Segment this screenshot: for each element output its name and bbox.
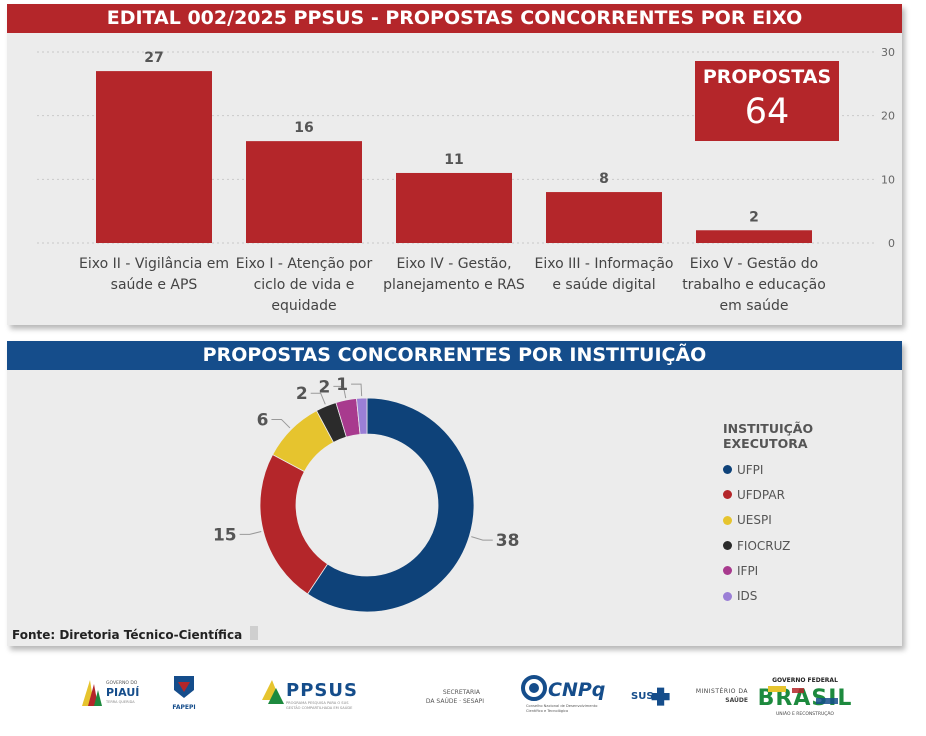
legend: INSTITUIÇÃO EXECUTORA UFPI UFDPAR UESPI FIO…	[723, 421, 898, 609]
svg-text:SAÚDE: SAÚDE	[725, 697, 748, 704]
cnpq-logo: CNPq Conselho Nacional de Desenvolviment…	[521, 675, 605, 713]
svg-text:GOVERNO FEDERAL: GOVERNO FEDERAL	[772, 677, 838, 684]
legend-item: IDS	[723, 583, 898, 608]
svg-text:SECRETARIA: SECRETARIA	[443, 689, 481, 696]
slice-value-label: 2	[296, 384, 308, 404]
ministerio-saude-logo: MINISTÉRIO DA SAÚDE	[696, 687, 749, 704]
bar-chart-panel: EDITAL 002/2025 PPSUS - PROPOSTAS CONCOR…	[7, 4, 902, 325]
category-label: Eixo V - Gestão do trabalho e educação e…	[682, 256, 826, 314]
bar-value-label: 11	[444, 152, 463, 168]
governo-federal-logo: GOVERNO FEDERAL BRASIL UNIÃO E RECONSTRU…	[758, 677, 851, 717]
donut-slice	[259, 454, 329, 595]
y-tick-label: 30	[881, 46, 895, 59]
governo-piaui-logo: GOVERNO DO PIAUÍ TERRA QUERIDA	[82, 680, 139, 706]
slice-value-label: 2	[319, 377, 331, 397]
svg-text:PIAUÍ: PIAUÍ	[106, 686, 139, 699]
sesapi-logo: SECRETARIA DA SAÚDE · SESAPI	[426, 689, 484, 705]
leader-line	[239, 530, 262, 535]
legend-swatch	[723, 566, 732, 576]
scroll-marker	[250, 626, 258, 640]
bar-value-label: 27	[144, 50, 163, 66]
svg-text:GOVERNO DO: GOVERNO DO	[106, 680, 138, 686]
legend-swatch	[723, 541, 732, 551]
legend-label: FIOCRUZ	[737, 538, 791, 553]
leader-line	[333, 385, 347, 399]
legend-label: UFDPAR	[737, 487, 785, 502]
category-label: Eixo IV - Gestão, planejamento e RAS	[383, 256, 525, 293]
legend-swatch	[723, 515, 732, 525]
leader-line	[471, 536, 493, 541]
legend-item: UFPI	[723, 457, 898, 482]
svg-text:DA SAÚDE · SESAPI: DA SAÚDE · SESAPI	[426, 698, 484, 705]
y-tick-label: 20	[881, 110, 895, 123]
svg-text:PROGRAMA PESQUISA PARA O SUS: PROGRAMA PESQUISA PARA O SUS	[286, 701, 349, 705]
donut-slice	[306, 397, 475, 613]
svg-text:SUS: SUS	[631, 691, 654, 702]
bar-value-label: 16	[294, 120, 313, 136]
fapepi-logo: FAPEPI	[172, 676, 196, 711]
legend-label: UESPI	[737, 513, 772, 528]
legend-swatch	[723, 591, 732, 601]
total-proposals-card: PROPOSTAS 64	[695, 61, 839, 141]
bar-value-label: 2	[749, 209, 759, 225]
legend-item: IFPI	[723, 558, 898, 583]
legend-item: FIOCRUZ	[723, 533, 898, 558]
bar-chart: 0 10 20 30 27 16 11 8 2	[37, 46, 895, 250]
leader-line	[310, 392, 326, 405]
bar	[246, 141, 362, 243]
svg-text:TERRA QUERIDA: TERRA QUERIDA	[105, 700, 135, 704]
bar	[696, 230, 812, 243]
logo-bar: GOVERNO DO PIAUÍ TERRA QUERIDA FAPEPI PP…	[0, 660, 926, 736]
donut-chart-panel: PROPOSTAS CONCORRENTES POR INSTITUIÇÃO 3…	[7, 341, 902, 646]
svg-text:MINISTÉRIO DA: MINISTÉRIO DA	[696, 687, 749, 695]
legend-swatch	[723, 465, 732, 475]
slice-value-label: 6	[257, 410, 269, 430]
category-label: Eixo II - Vigilância em saúde e APS	[79, 256, 229, 293]
svg-text:Científico e Tecnológico: Científico e Tecnológico	[526, 709, 568, 713]
slice-value-label: 1	[336, 375, 348, 395]
y-tick-label: 0	[888, 237, 895, 250]
svg-text:PPSUS: PPSUS	[286, 680, 358, 701]
legend-swatch	[723, 490, 732, 500]
legend-label: UFPI	[737, 462, 764, 477]
bar-chart-title: EDITAL 002/2025 PPSUS - PROPOSTAS CONCOR…	[7, 4, 902, 33]
legend-title: INSTITUIÇÃO EXECUTORA	[723, 421, 814, 451]
svg-text:FAPEPI: FAPEPI	[172, 704, 195, 711]
leader-line	[271, 418, 291, 429]
source-note: Fonte: Diretoria Técnico-Científica	[12, 628, 243, 642]
svg-text:Conselho Nacional de Desenvolv: Conselho Nacional de Desenvolvimento	[526, 704, 597, 708]
y-tick-label: 10	[881, 173, 895, 186]
category-label: Eixo I - Atenção por ciclo de vida e equ…	[235, 256, 373, 314]
bar	[96, 71, 212, 243]
slice-value-label: 15	[213, 525, 237, 545]
ppsus-logo: PPSUS PROGRAMA PESQUISA PARA O SUS GESTÃ…	[262, 680, 358, 710]
legend-label: IFPI	[737, 563, 759, 578]
slice-value-label: 38	[496, 531, 520, 551]
svg-text:GESTÃO COMPARTILHADA EM SAÚDE: GESTÃO COMPARTILHADA EM SAÚDE	[286, 705, 353, 710]
donut-chart-title: PROPOSTAS CONCORRENTES POR INSTITUIÇÃO	[7, 341, 902, 370]
legend-item: UESPI	[723, 508, 898, 533]
donut-slice	[356, 397, 368, 435]
kpi-value: 64	[744, 92, 790, 132]
legend-item: UFDPAR	[723, 482, 898, 507]
bar	[396, 172, 512, 243]
kpi-label: PROPOSTAS	[702, 66, 832, 88]
svg-text:UNIÃO E RECONSTRUÇÃO: UNIÃO E RECONSTRUÇÃO	[776, 710, 834, 717]
svg-text:CNPq: CNPq	[548, 679, 605, 701]
leader-line	[351, 383, 363, 397]
bar	[546, 192, 662, 243]
sus-logo: SUS	[631, 687, 670, 706]
bar-value-label: 8	[599, 171, 609, 187]
legend-label: IDS	[737, 589, 758, 604]
category-label: Eixo III - Informação e saúde digital	[534, 256, 674, 293]
